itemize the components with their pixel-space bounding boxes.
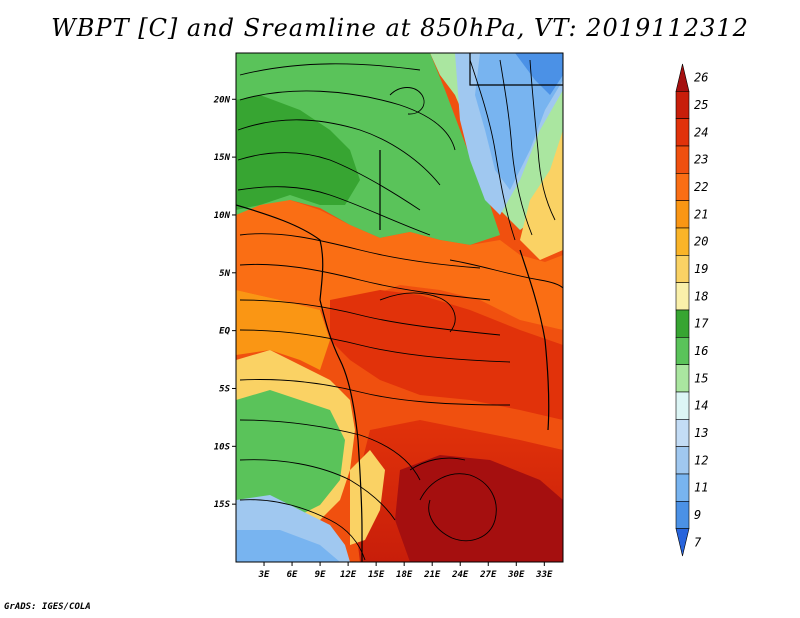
colorbar-swatch	[675, 337, 690, 365]
lat-tick-label: 5S	[219, 384, 230, 394]
lon-tick-label: 24E	[451, 570, 469, 580]
colorbar-label: 14	[694, 399, 708, 413]
colorbar-swatch	[675, 473, 690, 502]
colorbar-swatch	[675, 446, 690, 475]
lat-tick-label: 10N	[214, 211, 231, 221]
colorbar-swatch	[675, 145, 690, 174]
lat-tick-label: 20N	[213, 95, 231, 105]
colorbar-label: 17	[694, 317, 709, 331]
colorbar-label: 16	[694, 344, 708, 358]
longitude-axis: 3E 6E 9E 12E 15E 18E 21E 24E 27E 30E 33E	[258, 562, 553, 580]
lat-tick-label: 5N	[219, 269, 230, 279]
colorbar-swatch	[675, 364, 690, 393]
colorbar-label: 11	[694, 481, 708, 495]
lon-tick-label: 30E	[507, 570, 525, 580]
colorbar-swatch	[675, 391, 690, 420]
coastline	[236, 53, 563, 562]
colorbar-label: 20	[694, 235, 708, 249]
colorbar-swatch	[675, 255, 690, 283]
colorbar-label: 23	[694, 153, 708, 167]
lon-tick-label: 6E	[287, 570, 298, 580]
wbpt-field	[236, 53, 563, 562]
colorbar-swatch	[675, 63, 690, 92]
credit-text: GrADS: IGES/COLA	[4, 602, 91, 612]
colorbar: 26 25 24 23 22 21 20 19 18 17 16 15 14 13 12 11 9 7	[675, 63, 709, 557]
colorbar-swatch	[675, 227, 690, 256]
colorbar-swatch	[675, 118, 690, 147]
lat-tick-label: EQ	[219, 327, 230, 337]
colorbar-label: 22	[694, 180, 708, 194]
colorbar-label: 21	[694, 207, 708, 221]
colorbar-swatch	[675, 501, 690, 529]
colorbar-swatch	[675, 282, 690, 311]
lon-tick-label: 18E	[396, 570, 413, 580]
colorbar-label: 13	[694, 426, 708, 440]
colorbar-label: 15	[694, 371, 708, 385]
streamlines	[237, 59, 563, 561]
lon-tick-label: 12E	[340, 570, 357, 580]
chart-title: WBPT [C] and Sreamline at 850hPa, VT: 20…	[51, 14, 749, 42]
colorbar-label: 12	[694, 453, 708, 467]
lat-tick-label: 15S	[214, 500, 231, 510]
lon-tick-label: 3E	[258, 570, 270, 580]
colorbar-label: 7	[694, 535, 702, 549]
colorbar-swatch	[675, 419, 690, 447]
latitude-axis: 20N 15N 10N 5N EQ 5S 10S 15S	[213, 95, 236, 510]
colorbar-swatch	[675, 173, 690, 201]
colorbar-label: 26	[694, 71, 708, 85]
colorbar-swatch	[675, 309, 690, 338]
lon-tick-label: 33E	[535, 570, 553, 580]
lon-tick-label: 9E	[315, 570, 326, 580]
colorbar-swatch	[675, 91, 690, 119]
map-frame	[235, 52, 564, 563]
lon-tick-label: 27E	[479, 570, 497, 580]
colorbar-swatch	[675, 200, 690, 229]
colorbar-label: 24	[694, 125, 708, 139]
colorbar-swatch	[675, 528, 690, 557]
lat-tick-label: 15N	[214, 153, 231, 163]
colorbar-label: 19	[694, 262, 708, 276]
lat-tick-label: 10S	[214, 442, 231, 452]
lon-tick-label: 21E	[423, 570, 441, 580]
colorbar-label: 25	[694, 98, 708, 112]
lon-tick-label: 15E	[368, 570, 385, 580]
colorbar-label: 18	[694, 289, 708, 303]
colorbar-label: 9	[694, 508, 701, 522]
